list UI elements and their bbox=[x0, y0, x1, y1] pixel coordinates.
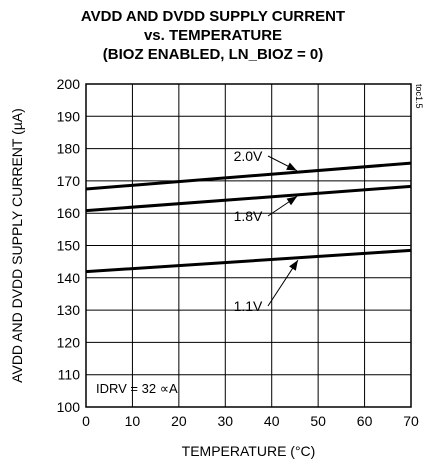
x-tick-labels: 0 10 20 30 40 50 60 70 bbox=[82, 413, 419, 429]
y-tick-label: 150 bbox=[57, 238, 81, 254]
y-tick-label: 130 bbox=[57, 302, 81, 318]
x-tick-label: 70 bbox=[403, 413, 419, 429]
y-tick-label: 120 bbox=[57, 334, 81, 350]
series-callouts: 2.0V 1.8V 1.1V bbox=[234, 148, 299, 314]
y-tick-label: 110 bbox=[58, 367, 81, 383]
x-tick-label: 20 bbox=[171, 413, 187, 429]
y-tick-label: 170 bbox=[57, 173, 81, 189]
y-tick-label: 100 bbox=[57, 399, 81, 415]
x-tick-label: 0 bbox=[82, 413, 90, 429]
y-tick-label: 200 bbox=[57, 76, 81, 92]
series-line-20V bbox=[85, 161, 412, 191]
y-axis-label: AVDD AND DVDD SUPPLY CURRENT (µA) bbox=[9, 108, 25, 383]
callout-label-18V: 1.8V bbox=[234, 208, 263, 224]
callout-arrowhead bbox=[286, 196, 298, 206]
callout-label-11V: 1.1V bbox=[234, 298, 263, 314]
series-line-18V bbox=[85, 184, 412, 213]
figure-id-label: toc1.5 bbox=[414, 84, 424, 109]
chart-title-line-3: (BIOZ ENABLED, LN_BIOZ = 0) bbox=[102, 46, 324, 63]
x-axis-label: TEMPERATURE (°C) bbox=[182, 443, 316, 459]
series-line-11V bbox=[85, 248, 412, 274]
chart-title-line-1: AVDD AND DVDD SUPPLY CURRENT bbox=[80, 8, 346, 25]
series-lines bbox=[85, 161, 412, 274]
x-tick-label: 50 bbox=[310, 413, 326, 429]
x-tick-label: 10 bbox=[125, 413, 141, 429]
y-tick-labels: 100 110 120 130 140 150 160 170 180 190 200 bbox=[57, 76, 81, 415]
chart-title: AVDD AND DVDD SUPPLY CURRENT vs. TEMPERA… bbox=[0, 7, 426, 64]
callout-arrowhead bbox=[289, 260, 298, 271]
callout-label-20V: 2.0V bbox=[234, 148, 263, 164]
y-tick-label: 180 bbox=[57, 141, 81, 157]
plot-frame bbox=[85, 83, 412, 408]
grid-lines bbox=[85, 83, 412, 408]
callout-arrowhead bbox=[286, 162, 297, 171]
y-tick-label: 140 bbox=[57, 270, 81, 286]
y-tick-label: 160 bbox=[57, 205, 81, 221]
x-tick-label: 40 bbox=[264, 413, 280, 429]
x-tick-label: 30 bbox=[217, 413, 233, 429]
y-tick-label: 190 bbox=[57, 108, 81, 124]
condition-note: IDRV = 32 ∝A bbox=[96, 381, 178, 396]
x-tick-label: 60 bbox=[357, 413, 373, 429]
chart-title-line-2: vs. TEMPERATURE bbox=[143, 27, 283, 44]
